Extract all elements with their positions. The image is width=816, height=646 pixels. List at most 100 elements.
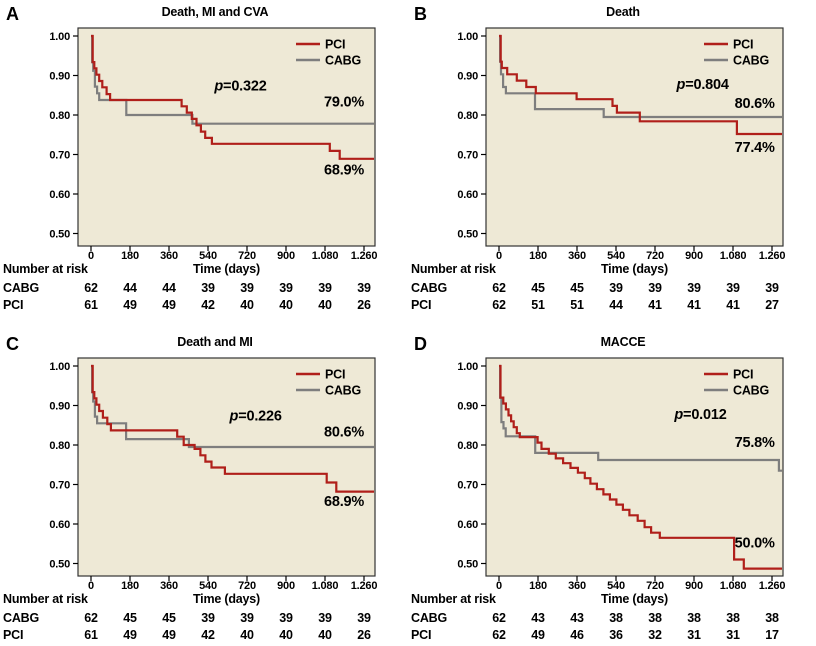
percent-annotation: 68.9% bbox=[324, 494, 364, 510]
panel-letter: D bbox=[414, 334, 427, 354]
panel-letter: B bbox=[414, 4, 427, 24]
panel-a-chart: 1.00 0.90 0.80 0.70 0.60 0.50 0 180 360 540 720 900… bbox=[3, 4, 378, 312]
risk-count: 44 bbox=[162, 281, 176, 295]
risk-table-header: Number at risk bbox=[411, 262, 496, 276]
legend-label-pci: PCI bbox=[325, 38, 345, 52]
x-tick-label: 900 bbox=[277, 250, 295, 262]
risk-count: 62 bbox=[492, 298, 506, 312]
risk-count: 39 bbox=[240, 281, 254, 295]
panel-c-chart: 1.00 0.90 0.80 0.70 0.60 0.50 0 180 360 540 720 900… bbox=[3, 334, 378, 642]
risk-count: 43 bbox=[570, 611, 584, 625]
panel-title: MACCE bbox=[601, 335, 646, 349]
x-tick-label: 540 bbox=[607, 250, 625, 262]
p-value-label: p=0.804 bbox=[676, 77, 729, 93]
risk-count: 39 bbox=[318, 611, 332, 625]
x-tick-label: 720 bbox=[238, 250, 256, 262]
y-tick-label: 0.60 bbox=[457, 189, 478, 201]
risk-count: 39 bbox=[201, 281, 215, 295]
y-tick-label: 0.90 bbox=[457, 71, 478, 83]
risk-count: 62 bbox=[492, 611, 506, 625]
y-tick-label: 0.80 bbox=[49, 110, 70, 122]
risk-count: 31 bbox=[726, 628, 740, 642]
risk-count: 39 bbox=[687, 281, 701, 295]
panel-title: Death and MI bbox=[177, 335, 252, 349]
x-tick-label: 0 bbox=[88, 250, 94, 262]
y-tick-label: 0.50 bbox=[457, 559, 478, 571]
x-tick-label: 180 bbox=[121, 580, 139, 592]
risk-count: 39 bbox=[279, 611, 293, 625]
y-tick-label: 1.00 bbox=[457, 31, 478, 43]
legend-label-cabg: CABG bbox=[325, 384, 361, 398]
percent-annotation: 79.0% bbox=[324, 94, 364, 110]
percent-annotation: 80.6% bbox=[324, 424, 364, 440]
risk-count: 41 bbox=[726, 298, 740, 312]
plot-area bbox=[77, 27, 376, 247]
legend-label-pci: PCI bbox=[325, 368, 345, 382]
legend-label-pci: PCI bbox=[733, 368, 753, 382]
risk-count: 46 bbox=[570, 628, 584, 642]
x-tick-label: 0 bbox=[88, 580, 94, 592]
risk-count: 40 bbox=[318, 298, 332, 312]
risk-count: 45 bbox=[531, 281, 545, 295]
x-tick-label: 1.260 bbox=[759, 250, 786, 262]
y-tick-label: 0.80 bbox=[49, 440, 70, 452]
y-tick-label: 0.50 bbox=[49, 559, 70, 571]
x-tick-label: 1.080 bbox=[312, 580, 339, 592]
x-tick-label: 1.260 bbox=[759, 580, 786, 592]
risk-count: 45 bbox=[162, 611, 176, 625]
risk-count: 39 bbox=[609, 281, 623, 295]
y-tick-label: 0.90 bbox=[49, 401, 70, 413]
risk-count: 62 bbox=[492, 281, 506, 295]
pci-survival-curve bbox=[499, 34, 782, 136]
risk-count: 36 bbox=[609, 628, 623, 642]
percent-annotation: 68.9% bbox=[324, 162, 364, 178]
risk-count: 43 bbox=[531, 611, 545, 625]
legend-label-cabg: CABG bbox=[733, 54, 769, 68]
panel-title: Death, MI and CVA bbox=[162, 5, 269, 19]
y-tick-label: 1.00 bbox=[457, 361, 478, 373]
y-tick-label: 0.70 bbox=[457, 150, 478, 162]
x-tick-label: 1.080 bbox=[720, 250, 747, 262]
risk-table-header: Number at risk bbox=[411, 592, 496, 606]
x-tick-label: 900 bbox=[685, 250, 703, 262]
risk-table-header: Number at risk bbox=[3, 592, 88, 606]
y-tick-label: 0.80 bbox=[457, 110, 478, 122]
risk-count: 26 bbox=[357, 298, 371, 312]
risk-count: 51 bbox=[570, 298, 584, 312]
y-tick-label: 0.60 bbox=[457, 519, 478, 531]
risk-count: 49 bbox=[531, 628, 545, 642]
percent-annotation: 77.4% bbox=[735, 140, 775, 156]
x-tick-label: 360 bbox=[160, 580, 178, 592]
y-tick-label: 0.80 bbox=[457, 440, 478, 452]
risk-row-label-cabg: CABG bbox=[411, 611, 447, 625]
risk-count: 41 bbox=[687, 298, 701, 312]
pci-survival-curve bbox=[91, 364, 374, 493]
risk-count: 49 bbox=[162, 298, 176, 312]
x-tick-label: 900 bbox=[277, 580, 295, 592]
legend-label-cabg: CABG bbox=[325, 54, 361, 68]
risk-count: 38 bbox=[765, 611, 779, 625]
x-tick-label: 360 bbox=[568, 580, 586, 592]
legend-label-cabg: CABG bbox=[733, 384, 769, 398]
p-value-label: p=0.322 bbox=[213, 79, 266, 95]
risk-row-label-pci: PCI bbox=[3, 628, 23, 642]
x-tick-label: 1.080 bbox=[312, 250, 339, 262]
risk-count: 39 bbox=[201, 611, 215, 625]
panel-title: Death bbox=[606, 5, 640, 19]
risk-count: 45 bbox=[570, 281, 584, 295]
y-tick-label: 0.90 bbox=[49, 71, 70, 83]
risk-count: 62 bbox=[492, 628, 506, 642]
risk-count: 49 bbox=[123, 298, 137, 312]
x-tick-label: 540 bbox=[199, 580, 217, 592]
risk-count: 44 bbox=[609, 298, 623, 312]
risk-count: 40 bbox=[240, 298, 254, 312]
y-tick-label: 0.60 bbox=[49, 519, 70, 531]
risk-count: 39 bbox=[318, 281, 332, 295]
risk-count: 27 bbox=[765, 298, 779, 312]
risk-count: 40 bbox=[279, 298, 293, 312]
x-tick-label: 900 bbox=[685, 580, 703, 592]
x-tick-label: 360 bbox=[568, 250, 586, 262]
risk-count: 49 bbox=[162, 628, 176, 642]
panel-b-chart: 1.00 0.90 0.80 0.70 0.60 0.50 0 180 360 540 720 900… bbox=[411, 4, 786, 312]
x-tick-label: 180 bbox=[529, 250, 547, 262]
